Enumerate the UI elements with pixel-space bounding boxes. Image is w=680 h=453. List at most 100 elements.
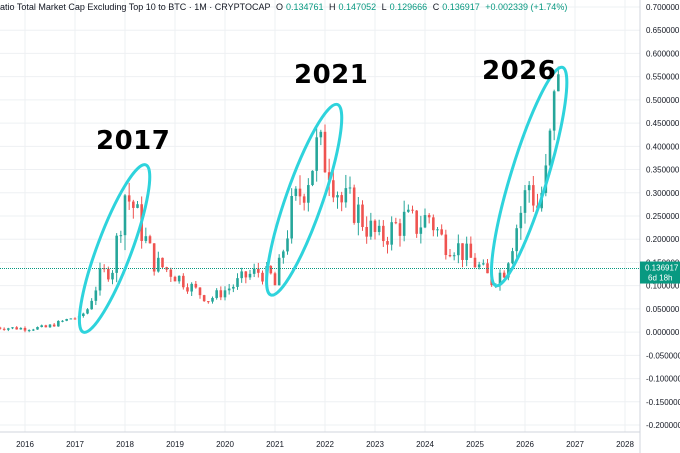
close-key: C (432, 2, 440, 12)
y-tick-label: 0.000000 (646, 328, 680, 337)
candle-body (257, 268, 260, 273)
candle-body (169, 269, 173, 277)
candle-body (98, 268, 102, 291)
candle-body (115, 235, 118, 273)
candle-body (532, 185, 535, 206)
x-tick-label: 2018 (116, 440, 134, 449)
candle-body (427, 215, 431, 218)
candle-body (123, 195, 127, 236)
y-tick-label: 0.550000 (646, 73, 680, 82)
candle-body (186, 287, 189, 292)
candle-body (44, 325, 48, 328)
candle-body (507, 263, 510, 278)
candle-body (7, 328, 10, 330)
candle-body (336, 195, 339, 198)
candle-body (352, 187, 356, 223)
candle-body (157, 257, 160, 272)
candle-body (436, 229, 439, 231)
candle-body (432, 217, 435, 231)
highlight-ellipse (265, 102, 344, 297)
y-tick-label: 0.600000 (646, 49, 680, 58)
candle-body (482, 263, 485, 265)
candle-body (190, 283, 193, 292)
x-tick-label: 2016 (16, 440, 34, 449)
candle-body (523, 190, 527, 213)
candle-body (136, 204, 139, 208)
x-tick-label: 2025 (466, 440, 484, 449)
y-tick-label: -0.150000 (646, 398, 680, 407)
candle-body (365, 226, 368, 237)
highlight-ellipse (77, 163, 152, 334)
y-tick-label: 0.500000 (646, 96, 680, 105)
candle-body (52, 324, 56, 327)
change-value: +0.002339 (+1.74%) (485, 2, 568, 12)
candle-body (477, 264, 481, 268)
candle-body (252, 268, 256, 274)
y-tick-label: 0.100000 (646, 282, 680, 291)
candle-body (423, 215, 427, 228)
candle-body (94, 290, 98, 301)
candle-body (473, 257, 477, 268)
y-tick-label: 0.050000 (646, 305, 680, 314)
candle-body (19, 327, 23, 330)
candle-body (315, 137, 318, 171)
candle-body (82, 313, 85, 316)
x-tick-label: 2021 (266, 440, 284, 449)
candle-body (2, 328, 6, 330)
symbol-title[interactable]: atio Total Market Cap Excluding Top 10 t… (0, 2, 271, 12)
candle-body (40, 325, 43, 328)
candle-body (557, 74, 560, 92)
candle-body (269, 266, 273, 274)
candle-body (323, 131, 327, 173)
candle-body (290, 195, 293, 239)
y-tick-label: 0.250000 (646, 212, 680, 221)
candle-body (311, 170, 314, 186)
candle-body (486, 263, 489, 274)
open-key: O (275, 2, 283, 12)
candle-body (232, 286, 235, 289)
y-tick-label: 0.300000 (646, 189, 680, 198)
candle-body (219, 290, 223, 298)
candle-body (340, 195, 343, 203)
high-value: 0.147052 (338, 2, 377, 12)
candle-body (90, 300, 93, 310)
candle-body (369, 220, 373, 237)
x-tick-label: 2023 (366, 440, 384, 449)
candle-body (69, 318, 73, 320)
candle-body (361, 204, 364, 227)
candle-body (15, 327, 18, 330)
annotation-2026: 2026 (482, 56, 557, 86)
candle-body (444, 234, 448, 256)
y-tick-label: -0.200000 (646, 421, 680, 430)
candle-body (327, 172, 331, 181)
candle-body (111, 272, 114, 280)
candle-body (177, 275, 181, 282)
candle-body (286, 238, 289, 252)
candle-body (544, 165, 548, 193)
candle-body (457, 243, 460, 256)
candle-body (223, 290, 227, 298)
x-tick-label: 2019 (166, 440, 184, 449)
low-key: L (381, 2, 387, 12)
candle-body (144, 236, 148, 241)
y-tick-label: 0.200000 (646, 235, 680, 244)
candle-body (440, 229, 443, 235)
y-tick-label: -0.050000 (646, 351, 680, 360)
candle-body (527, 185, 531, 191)
candle-body (307, 185, 310, 203)
candle-body (515, 228, 518, 252)
candle-body (419, 227, 423, 234)
candle-body (519, 212, 523, 229)
candle-body (11, 327, 14, 329)
x-tick-label: 2024 (416, 440, 434, 449)
symbol-header: atio Total Market Cap Excluding Top 10 t… (0, 2, 570, 16)
candle-body (294, 188, 298, 196)
candle-body (86, 309, 89, 314)
candle-body (211, 297, 214, 302)
candle-body (344, 188, 348, 203)
candle-body (398, 223, 402, 236)
candle-body (148, 236, 152, 244)
y-tick-label: 0.400000 (646, 142, 680, 151)
candle-body (402, 211, 406, 236)
